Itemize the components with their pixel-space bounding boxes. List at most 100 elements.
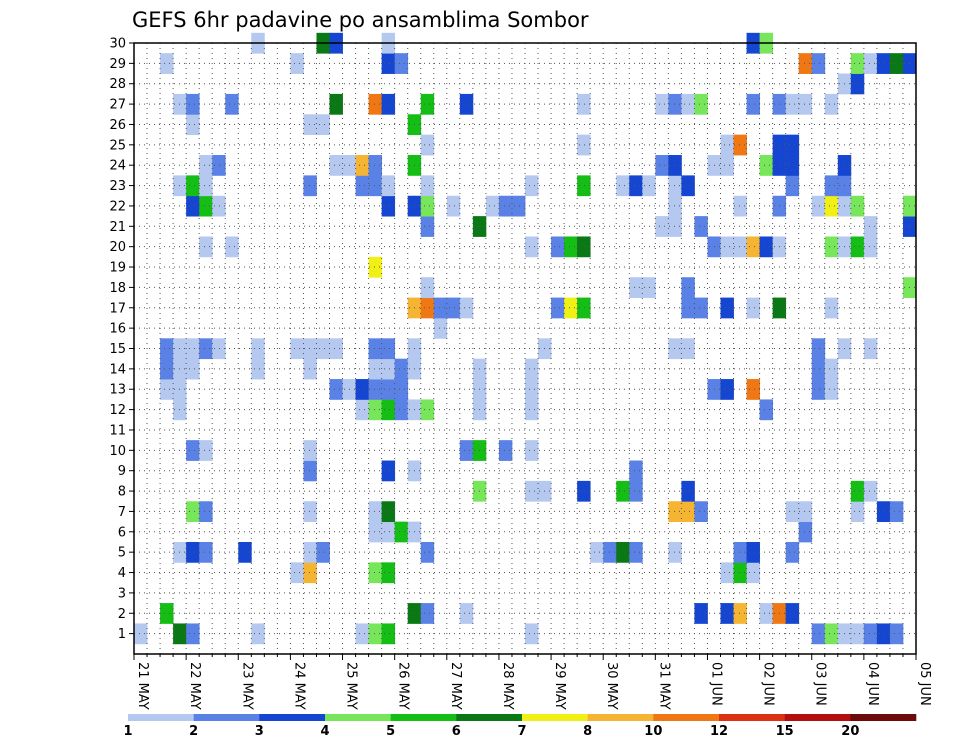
heatmap-cell (420, 195, 435, 217)
heatmap-cell (733, 603, 747, 624)
y-tick-label: 6 (118, 525, 126, 540)
colorbar-label: 6 (452, 724, 461, 739)
heatmap-cell (160, 603, 174, 624)
heatmap-cell (251, 338, 265, 360)
colorbar-swatch (193, 714, 260, 721)
heatmap-cell (420, 541, 435, 563)
heatmap-cell (186, 114, 200, 136)
heatmap-cell (199, 541, 213, 563)
colorbar-swatch (456, 714, 523, 721)
heatmap-cell (316, 541, 330, 563)
heatmap-cell (824, 175, 839, 197)
y-tick-label: 19 (109, 261, 126, 276)
heatmap-cell (655, 155, 669, 176)
heatmap-cell (785, 501, 800, 523)
heatmap-cell (759, 155, 774, 176)
heatmap-cell (368, 521, 383, 543)
heatmap-cell (824, 236, 839, 258)
heatmap-cell (746, 297, 760, 319)
colorbar-swatch (522, 714, 588, 721)
heatmap-cell (746, 379, 760, 400)
heatmap-cell (498, 195, 513, 217)
heatmap-cell (329, 155, 343, 176)
heatmap-cell (824, 379, 839, 400)
heatmap-cell (394, 358, 409, 380)
y-tick-label: 4 (118, 566, 126, 581)
heatmap-cell (525, 399, 539, 421)
heatmap-cell (420, 399, 435, 421)
heatmap-cell (433, 297, 448, 319)
heatmap-cell (629, 541, 643, 563)
chart-title: GEFS 6hr padavine po ansamblima Sombor (132, 8, 589, 32)
heatmap-cell (381, 460, 396, 482)
heatmap-cell (160, 358, 174, 380)
heatmap-cell (681, 480, 695, 502)
heatmap-cell (811, 623, 826, 645)
heatmap-cell (355, 175, 369, 197)
heatmap-cell (668, 216, 682, 237)
heatmap-cell (329, 93, 343, 115)
heatmap-cell (577, 93, 591, 115)
heatmap-cell (511, 195, 526, 217)
colorbar-label: 8 (583, 724, 592, 739)
heatmap-cell (616, 541, 630, 563)
heatmap-cell (655, 93, 669, 115)
y-tick-label: 3 (118, 586, 126, 601)
colorbar-label: 7 (517, 724, 526, 739)
heatmap-cell (525, 440, 539, 461)
heatmap-cell (785, 155, 800, 176)
heatmap-cell (811, 358, 826, 380)
colorbar-label: 20 (841, 724, 859, 739)
heatmap-cell (485, 195, 500, 217)
heatmap-cell (733, 541, 747, 563)
heatmap-cell (459, 603, 474, 624)
colorbar-swatch (587, 714, 654, 721)
heatmap-cell (798, 53, 813, 74)
heatmap-cell (811, 338, 826, 360)
y-tick-label: 30 (109, 37, 126, 52)
heatmap-cell (420, 277, 435, 298)
y-tick-label: 9 (118, 464, 126, 479)
heatmap-cell (525, 236, 539, 258)
heatmap-cell (368, 256, 383, 278)
heatmap-cell (668, 541, 682, 563)
heatmap-cell (251, 623, 265, 645)
heatmap-cell (186, 93, 200, 115)
y-tick-label: 2 (118, 607, 126, 622)
heatmap-cell (498, 440, 513, 461)
heatmap-cell (876, 53, 891, 74)
heatmap-cell (577, 480, 591, 502)
y-tick-label: 24 (109, 159, 126, 174)
heatmap-cell (303, 114, 317, 136)
colorbar-label: 3 (255, 724, 264, 739)
heatmap-cell (290, 338, 304, 360)
heatmap-cell (668, 195, 682, 217)
heatmap-cell (433, 317, 448, 339)
heatmap-cell (381, 379, 396, 400)
heatmap-cell (733, 236, 747, 258)
colorbar-swatch (259, 714, 326, 721)
heatmap-cell (186, 501, 200, 523)
y-tick-label: 7 (118, 505, 126, 520)
heatmap-cell (746, 562, 760, 584)
heatmap-cell (303, 460, 317, 482)
heatmap-cell (303, 358, 317, 380)
heatmap-cell (564, 297, 578, 319)
colorbar-swatch (653, 714, 720, 721)
heatmap-cell (655, 216, 669, 237)
heatmap-cell (525, 379, 539, 400)
y-tick-label: 29 (109, 57, 126, 72)
heatmap-cell (329, 338, 343, 360)
heatmap-cell (381, 623, 396, 645)
heatmap-cell (746, 93, 760, 115)
heatmap-cell (850, 73, 865, 95)
heatmap-cell (303, 562, 317, 584)
y-tick-label: 28 (109, 77, 126, 92)
heatmap-cell (199, 195, 213, 217)
y-tick-label: 1 (118, 627, 126, 642)
heatmap-cell (381, 358, 396, 380)
y-tick-label: 8 (118, 485, 126, 500)
heatmap-cell (186, 195, 200, 217)
heatmap-cell (368, 501, 383, 523)
heatmap-cell (459, 440, 474, 461)
